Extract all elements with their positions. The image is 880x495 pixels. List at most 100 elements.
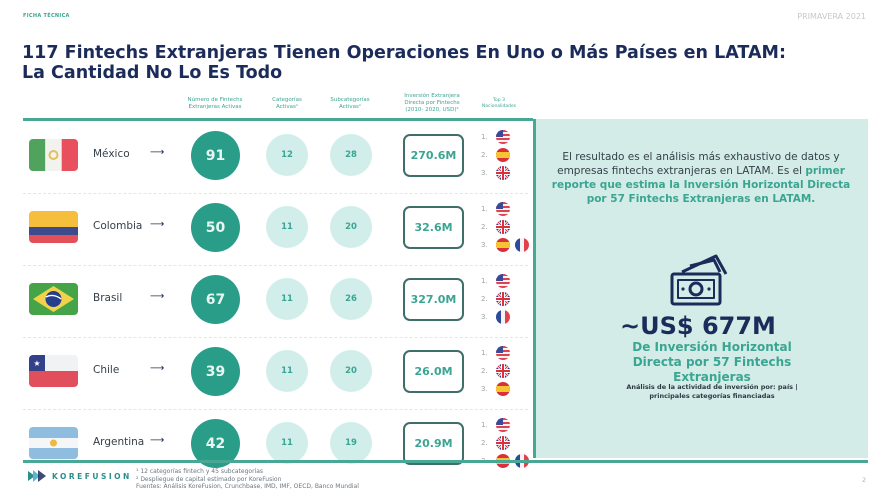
footnote-2: ² Despliegue de capital estimado por Kor… [136,475,282,483]
rank-number: 3. [481,241,488,249]
row-divider [23,265,528,266]
subcategories-count: 28 [330,134,372,176]
total-investment-amount: ~US$ 677M [620,312,776,340]
rank-number: 2. [481,151,488,159]
fintechs-count: 39 [191,347,240,396]
chile-flag-icon: ★ [29,355,78,387]
header-fintechs-l2: Extranjeras Activas [188,104,242,110]
nationality-item: 3. [481,308,510,326]
france-flag-icon [515,238,529,252]
title-line-1: 117 Fintechs Extranjeras Tienen Operacio… [22,43,786,63]
header-investment-l3: (2010- 2020, USD)² [405,107,459,113]
categories-count: 11 [266,350,308,392]
arrow-icon: ⟶ [150,435,165,446]
spain-flag-icon [496,238,510,252]
france-flag-icon [496,310,510,324]
nationality-item: 3. [481,380,510,398]
rank-number: 1. [481,349,488,357]
us-flag-icon [496,202,510,216]
row-divider [23,409,528,410]
arrow-icon: ⟶ [150,147,165,158]
panel-description: El resultado es el análisis más exhausti… [546,150,856,206]
nationality-item: 1. [481,200,529,218]
top3-nationalities: 1. 2.3. [481,272,510,326]
country-name: México [93,148,130,160]
spain-flag-icon [496,148,510,162]
investment-value: 270.6M [403,134,464,177]
investment-value: 20.9M [403,422,464,465]
rank-number: 3. [481,385,488,393]
fintechs-count: 67 [191,275,240,324]
page-title: 117 Fintechs Extranjeras Tienen Operacio… [22,43,786,83]
header-fintechs-l1: Número de Fintechs [187,97,243,103]
subcategories-count: 19 [330,422,372,464]
nationality-item: 2. [481,146,510,164]
header-nationalities-l1: Top 3 [493,98,505,103]
nationality-item: 3. [481,164,510,182]
fintechs-count: 42 [191,419,240,468]
categories-count: 11 [266,422,308,464]
rank-number: 1. [481,421,488,429]
nationality-item: 1. [481,272,510,290]
eyebrow-label: FICHA TÉCNICA [23,13,70,19]
arrow-icon: ⟶ [150,219,165,230]
rank-number: 2. [481,367,488,375]
categories-count: 11 [266,278,308,320]
top3-nationalities: 1. 2. 3. [481,344,510,398]
header-investment-l1: Inversión Extranjera [404,93,460,99]
categories-count: 11 [266,206,308,248]
rank-number: 1. [481,205,488,213]
nationality-item: 2. [481,218,529,236]
subcategories-count: 20 [330,350,372,392]
uk-flag-icon [496,364,510,378]
top3-nationalities: 1. 2. 3. [481,128,510,182]
footer-divider [23,460,868,463]
arrow-icon: ⟶ [150,363,165,374]
page-number: 2 [862,477,866,484]
top3-nationalities: 1. 2. 3. [481,200,529,254]
country-name: Chile [93,364,120,376]
fintechs-count: 91 [191,131,240,180]
rank-number: 2. [481,439,488,447]
nationality-item: 2. [481,290,510,308]
uk-flag-icon [496,166,510,180]
footnote-sources: Fuentes: Análisis KoreFusion, Crunchbase… [136,483,359,490]
top3-nationalities: 1.2.3. [481,416,529,470]
uk-flag-icon [496,220,510,234]
header-subcategories: Subcategorías Activas¹ [322,97,378,111]
nationality-item: 1. [481,344,510,362]
uk-flag-icon [496,292,510,306]
rank-number: 3. [481,169,488,177]
analysis-note: Análisis de la actividad de inversión po… [626,383,798,400]
svg-text:★: ★ [33,359,40,368]
country-name: Brasil [93,292,123,304]
uk-flag-icon [496,436,510,450]
header-investment-l2: Directa por Fintechs [404,100,460,106]
header-categories: Categorías Activas¹ [262,97,312,111]
us-flag-icon [496,130,510,144]
korefusion-logo-icon [28,470,46,482]
rank-number: 1. [481,133,488,141]
footnote-1: ¹ 12 categorías fintech y 45 subcategorí… [136,468,264,475]
header-subcategories-l1: Subcategorías [330,97,370,103]
nationality-item: 2. [481,434,529,452]
korefusion-logo: KOREFUSION [52,472,132,481]
mexico-flag-icon [29,139,78,171]
us-flag-icon [496,418,510,432]
us-flag-icon [496,274,510,288]
row-divider [23,193,528,194]
header-categories-l1: Categorías [272,97,302,103]
panel-text-plain: El resultado es el análisis más exhausti… [557,151,840,177]
footnotes: ¹ 12 categorías fintech y 45 subcategorí… [136,468,359,491]
fintechs-count: 50 [191,203,240,252]
total-investment-caption: De Inversión Horizontal Directa por 57 F… [632,340,792,384]
subcategories-count: 26 [330,278,372,320]
categories-count: 12 [266,134,308,176]
header-investment: Inversión Extranjera Directa por Fintech… [396,93,468,114]
country-name: Argentina [93,436,145,448]
rank-number: 1. [481,277,488,285]
investment-value: 26.0M [403,350,464,393]
country-name: Colombia [93,220,143,232]
nationality-item: 2. [481,362,510,380]
title-line-2: La Cantidad No Lo Es Todo [22,63,283,83]
